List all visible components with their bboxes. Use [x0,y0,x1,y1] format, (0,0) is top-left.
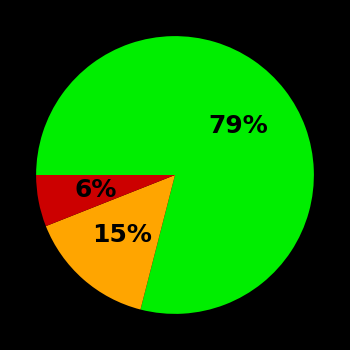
Text: 79%: 79% [209,114,268,138]
Wedge shape [36,36,314,314]
Text: 6%: 6% [75,178,117,202]
Wedge shape [46,175,175,309]
Wedge shape [36,175,175,226]
Text: 15%: 15% [92,223,152,247]
